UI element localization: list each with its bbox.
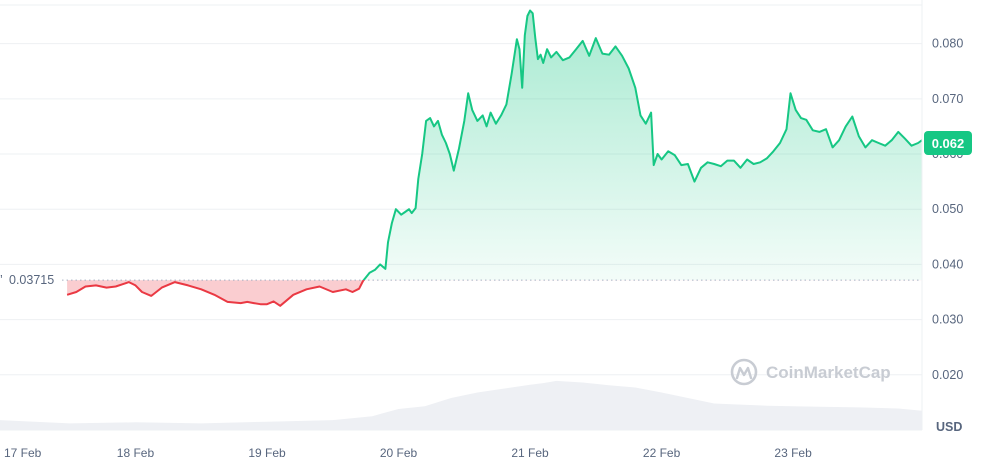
price-line-above-baseline [362, 9, 923, 281]
currency-unit-label: USD [936, 420, 962, 434]
y-tick-label: 0.040 [932, 257, 963, 271]
y-tick-label: 0.070 [932, 92, 963, 106]
watermark-text: CoinMarketCap [766, 363, 891, 382]
current-price-badge: 0.062 [924, 130, 972, 155]
x-tick-label: 22 Feb [643, 446, 681, 460]
volume-area [0, 380, 922, 430]
x-axis-ticks: 17 Feb 18 Feb 19 Feb 20 Feb 21 Feb 22 Feb 23 F… [4, 446, 812, 460]
current-price-label: 0.062 [932, 136, 965, 151]
x-tick-label: 21 Feb [511, 446, 549, 460]
x-tick-label: 19 Feb [248, 446, 286, 460]
y-tick-label: 0.050 [932, 202, 963, 216]
baseline-arrow-icon: ’ [0, 273, 3, 287]
area-fill-above-baseline [67, 10, 922, 281]
price-line-below-baseline [66, 280, 365, 307]
x-tick-label: 17 Feb [4, 446, 42, 460]
watermark: CoinMarketCap [730, 358, 891, 386]
y-tick-label: 0.030 [932, 313, 963, 327]
x-tick-label: 20 Feb [380, 446, 418, 460]
area-fill-below-baseline [67, 280, 364, 306]
baseline-value-label: 0.03715 [9, 273, 54, 287]
x-tick-label: 23 Feb [774, 446, 812, 460]
coinmarketcap-logo-icon [730, 358, 758, 386]
x-tick-label: 18 Feb [117, 446, 155, 460]
y-tick-label: 0.080 [932, 37, 963, 51]
baseline-marker: ’ 0.03715 [0, 273, 54, 287]
y-tick-label: 0.020 [932, 368, 963, 382]
